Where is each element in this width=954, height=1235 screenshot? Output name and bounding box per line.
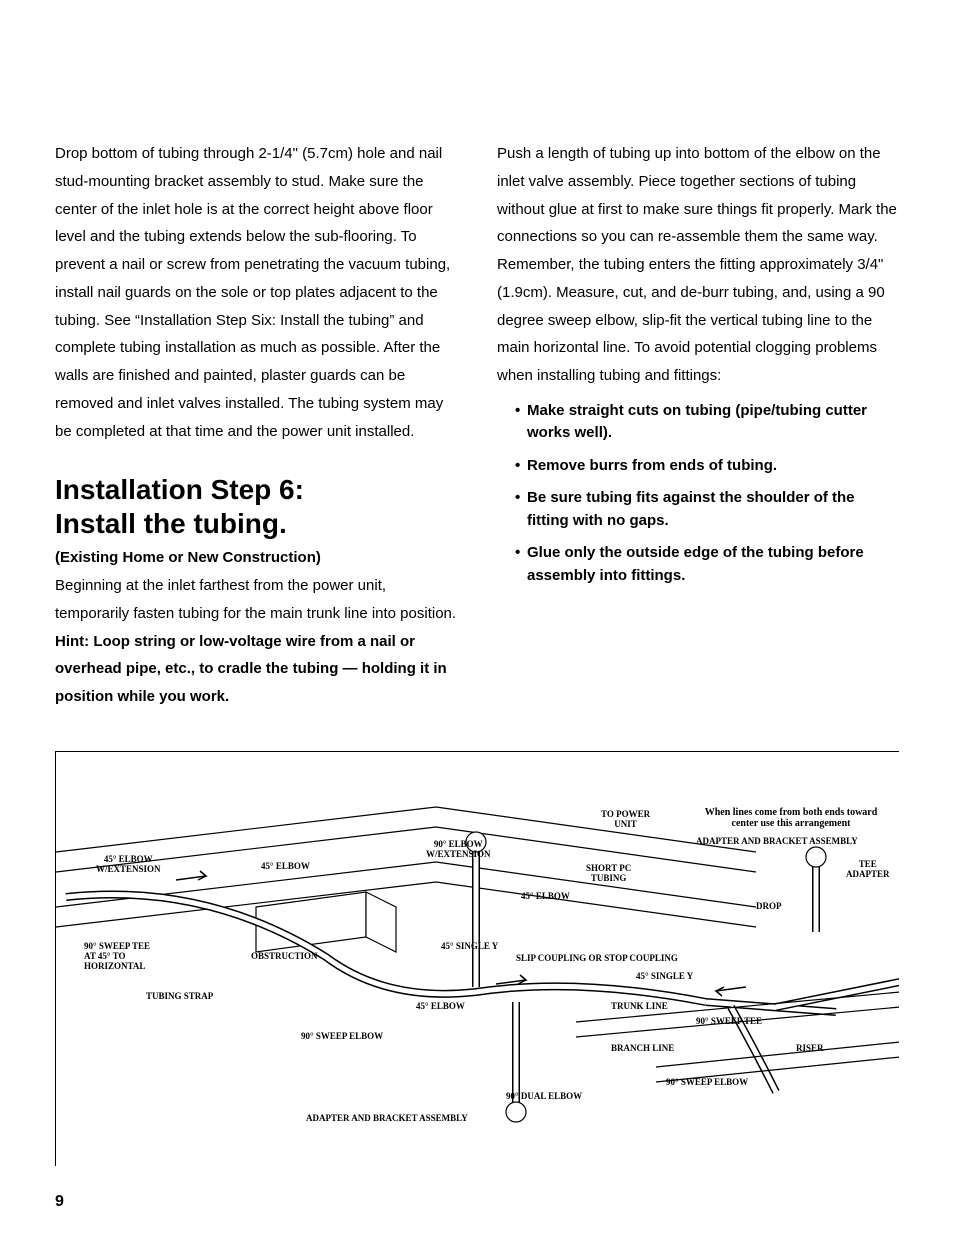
label-tubing-strap: TUBING STRAP — [146, 992, 213, 1002]
label-45-single-y-b: 45° SINGLE Y — [636, 972, 693, 982]
label-90-elbow-ext: 90° ELBOWW/EXTENSION — [426, 840, 491, 860]
label-90-dual-elbow: 90° DUAL ELBOW — [506, 1092, 582, 1102]
label-tee-adapter: TEEADAPTER — [846, 860, 890, 880]
step-subhead: (Existing Home or New Construction) — [55, 544, 457, 572]
label-45-elbow-c: 45° ELBOW — [416, 1002, 465, 1012]
label-90-sweep-tee-45: 90° SWEEP TEEAT 45° TOHORIZONTAL — [84, 942, 150, 972]
right-para-1: Push a length of tubing up into bottom o… — [497, 140, 899, 390]
tubing-diagram: When lines come from both ends toward ce… — [55, 751, 899, 1166]
heading-line-2: Install the tubing. — [55, 508, 287, 539]
bullet-item: Glue only the outside edge of the tubing… — [515, 542, 899, 587]
label-45-elbow-b: 45° ELBOW — [521, 892, 570, 902]
label-90-sweep-tee-b: 90° SWEEP TEE — [696, 1017, 762, 1027]
label-trunk-line: TRUNK LINE — [611, 1002, 668, 1012]
left-para-1: Drop bottom of tubing through 2-1/4" (5.… — [55, 140, 457, 445]
label-branch-line: BRANCH LINE — [611, 1044, 674, 1054]
two-column-layout: Drop bottom of tubing through 2-1/4" (5.… — [55, 140, 899, 711]
intro-plain: Beginning at the inlet farthest from the… — [55, 577, 456, 622]
bullet-list: Make straight cuts on tubing (pipe/tubin… — [497, 400, 899, 588]
step-heading: Installation Step 6: Install the tubing. — [55, 473, 457, 540]
label-obstruction: OBSTRUCTION — [251, 952, 318, 962]
right-column: Push a length of tubing up into bottom o… — [497, 140, 899, 711]
label-45-single-y-a: 45° SINGLE Y — [441, 942, 498, 952]
label-short-pc-tubing: SHORT PCTUBING — [586, 864, 631, 884]
bullet-item: Remove burrs from ends of tubing. — [515, 455, 899, 478]
label-adapter-bracket-bottom: ADAPTER AND BRACKET ASSEMBLY — [306, 1114, 468, 1124]
label-drop: DROP — [756, 902, 782, 912]
step-intro: Beginning at the inlet farthest from the… — [55, 572, 457, 711]
bullet-item: Be sure tubing fits against the shoulder… — [515, 487, 899, 532]
label-45-elbow-a: 45° ELBOW — [261, 862, 310, 872]
label-to-power-unit: TO POWERUNIT — [601, 810, 650, 830]
label-45-elbow-ext: 45° ELBOWW/EXTENSION — [96, 855, 161, 875]
page-number: 9 — [55, 1193, 64, 1211]
diagram-note: When lines come from both ends toward ce… — [696, 807, 886, 830]
label-90-sweep-elbow: 90° SWEEP ELBOW — [301, 1032, 383, 1042]
intro-hint: Hint: Loop string or low-voltage wire fr… — [55, 633, 447, 706]
heading-line-1: Installation Step 6: — [55, 474, 304, 505]
label-riser: RISER — [796, 1044, 824, 1054]
label-slip-coupling: SLIP COUPLING OR STOP COUPLING — [516, 954, 678, 964]
label-90-sweep-elbow-b: 90° SWEEP ELBOW — [666, 1078, 748, 1088]
left-column: Drop bottom of tubing through 2-1/4" (5.… — [55, 140, 457, 711]
label-adapter-bracket-top: ADAPTER AND BRACKET ASSEMBLY — [696, 837, 858, 847]
bullet-item: Make straight cuts on tubing (pipe/tubin… — [515, 400, 899, 445]
